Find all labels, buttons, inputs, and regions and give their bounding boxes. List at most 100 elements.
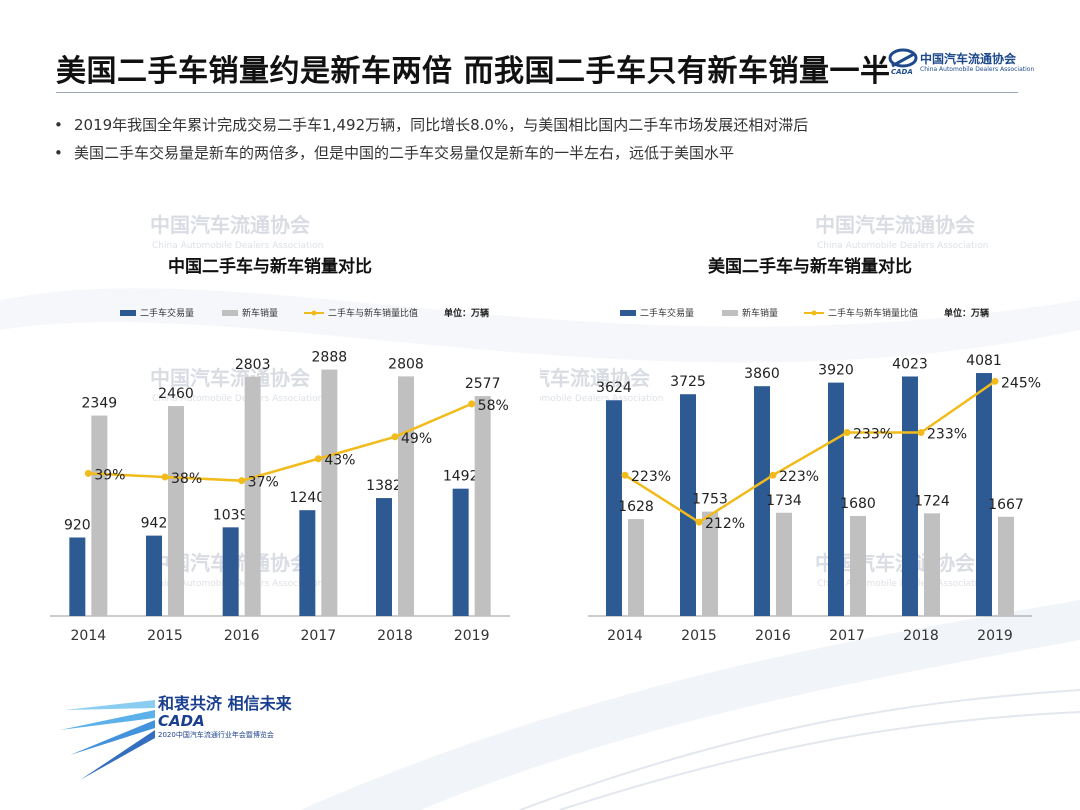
- legend-label: 二手车与新车销量比值: [828, 307, 918, 319]
- ratio-label: 223%: [779, 469, 819, 485]
- bar: [702, 511, 718, 616]
- ratio-point: [769, 471, 777, 479]
- legend-label: 新车销量: [242, 307, 278, 319]
- bar: [976, 373, 992, 616]
- event-brand: CADA: [158, 712, 205, 730]
- bar: [376, 498, 392, 616]
- ratio-label: 38%: [171, 471, 202, 487]
- association-logo: CADA 中国汽车流通协会 China Automobile Dealers A…: [888, 44, 1038, 84]
- bar-value-label: 3920: [818, 363, 854, 379]
- bar: [606, 400, 622, 616]
- bar: [398, 376, 414, 616]
- legend-label: 二手车交易量: [640, 307, 694, 319]
- legend-label: 二手车与新车销量比值: [328, 307, 418, 319]
- unit-label: 单位：万辆: [444, 307, 489, 319]
- watermark-text: 中国汽车流通协会: [815, 213, 975, 237]
- bar-value-label: 1753: [692, 492, 728, 508]
- bar-value-label: 3624: [596, 380, 632, 396]
- bar-value-label: 1667: [988, 497, 1024, 513]
- event-name: 2020中国汽车流通行业年会暨博览会: [158, 731, 274, 739]
- ratio-point: [991, 377, 999, 385]
- x-tick-label: 2019: [977, 628, 1013, 644]
- x-tick-label: 2016: [224, 628, 260, 644]
- bar-value-label: 4081: [966, 353, 1002, 369]
- bar: [628, 519, 644, 616]
- ratio-label: 39%: [94, 467, 125, 483]
- legend-swatch: [222, 310, 238, 316]
- legend-label: 新车销量: [742, 307, 778, 319]
- cada-logo-icon: CADA: [888, 48, 918, 76]
- bar-value-label: 1628: [618, 499, 654, 515]
- ratio-label: 245%: [1001, 375, 1041, 391]
- watermark-text: 中国汽车流通协会: [150, 366, 310, 390]
- watermark-subtext: China Automobile Dealers Association: [817, 241, 988, 251]
- legend-label: 二手车交易量: [140, 307, 194, 319]
- bar: [168, 406, 184, 616]
- ratio-point: [161, 473, 169, 481]
- bar: [776, 512, 792, 616]
- bar: [754, 386, 770, 616]
- watermark-subtext: China Automobile Dealers Association: [152, 394, 323, 404]
- bar: [998, 516, 1014, 616]
- ratio-label: 223%: [631, 469, 671, 485]
- x-tick-label: 2017: [829, 628, 865, 644]
- bar: [452, 488, 469, 616]
- ratio-point: [468, 400, 476, 408]
- x-tick-label: 2017: [301, 628, 337, 644]
- bar-value-label: 1240: [290, 490, 326, 506]
- bar-value-label: 1680: [840, 496, 876, 512]
- bar: [222, 527, 239, 616]
- legend-swatch: [120, 310, 136, 316]
- ratio-point: [84, 469, 92, 477]
- bar: [146, 535, 162, 616]
- ratio-label: 212%: [705, 516, 745, 532]
- bar-value-label: 3725: [670, 374, 706, 390]
- unit-label: 单位：万辆: [944, 307, 989, 319]
- bullet-item: 2019年我国全年累计完成交易二手车1,492万辆，同比增长8.0%，与美国相比…: [52, 112, 808, 140]
- legend-marker: [811, 310, 817, 316]
- bar: [924, 513, 940, 616]
- bar: [680, 394, 696, 616]
- bullet-item: 美国二手车交易量是新车的两倍多，但是中国的二手车交易量仅是新车的一半左右，远低于…: [52, 140, 808, 168]
- event-slogan: 和衷共济 相信未来: [158, 694, 292, 713]
- bar-value-label: 2460: [158, 386, 194, 402]
- bar: [91, 415, 108, 616]
- bar-value-label: 1724: [914, 493, 950, 509]
- event-logo: 和衷共济 相信未来 CADA 2020中国汽车流通行业年会暨博览会: [60, 670, 320, 800]
- ratio-point: [314, 455, 322, 463]
- bar-value-label: 1492: [443, 469, 479, 485]
- watermark-text: 中国汽车流通协会: [150, 213, 310, 237]
- bullet-list: 2019年我国全年累计完成交易二手车1,492万辆，同比增长8.0%，与美国相比…: [52, 112, 808, 168]
- ratio-point: [238, 477, 246, 485]
- bar-value-label: 942: [141, 516, 168, 532]
- x-tick-label: 2015: [147, 628, 183, 644]
- watermark-subtext: China Automobile Dealers Association: [152, 241, 323, 251]
- ratio-point: [695, 518, 703, 526]
- legend-marker: [311, 310, 317, 316]
- ratio-label: 49%: [401, 431, 432, 447]
- ratio-label: 233%: [853, 427, 893, 443]
- bar: [244, 376, 261, 616]
- x-tick-label: 2018: [377, 628, 413, 644]
- bar-value-label: 2577: [465, 376, 501, 392]
- bar-value-label: 4023: [892, 356, 928, 372]
- ratio-label: 43%: [324, 453, 355, 469]
- x-tick-label: 2018: [903, 628, 939, 644]
- ratio-label: 58%: [478, 398, 509, 414]
- bar-value-label: 2808: [388, 356, 424, 372]
- bar-value-label: 3860: [744, 366, 780, 382]
- chart-title: 中国二手车与新车销量对比: [168, 256, 372, 277]
- svg-text:CADA: CADA: [891, 68, 913, 76]
- bar-value-label: 920: [64, 517, 91, 533]
- bar-value-label: 2349: [82, 396, 118, 412]
- legend-swatch: [722, 310, 738, 316]
- bar: [69, 537, 86, 616]
- ratio-point: [917, 429, 925, 437]
- ratio-line: [624, 380, 996, 524]
- x-tick-label: 2016: [755, 628, 791, 644]
- page-title: 美国二手车销量约是新车两倍 而我国二手车只有新车销量一半: [56, 54, 891, 89]
- chart-title: 美国二手车与新车销量对比: [708, 256, 912, 277]
- x-tick-label: 2014: [607, 628, 643, 644]
- watermark-subtext: China Automobile Dealers Association: [540, 394, 663, 404]
